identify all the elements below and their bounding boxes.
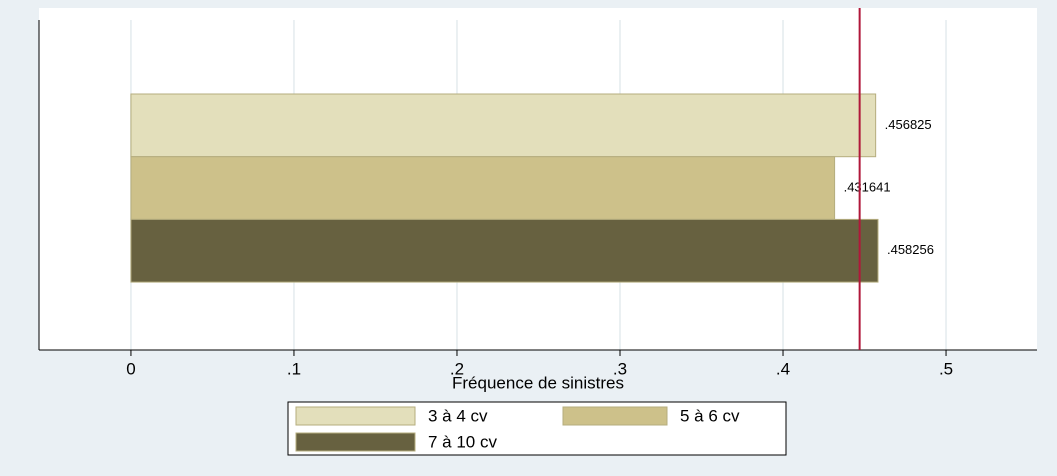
x-tick-label: .3 — [613, 359, 627, 378]
x-tick-label: 0 — [126, 359, 135, 378]
legend-swatch — [295, 432, 416, 452]
bar — [130, 218, 879, 283]
legend-label: 7 à 10 cv — [428, 432, 497, 451]
legend-swatch — [562, 406, 668, 426]
value-label: .431641 — [844, 179, 891, 194]
x-tick-label: .2 — [450, 359, 464, 378]
x-tick-label: .4 — [776, 359, 790, 378]
legend-label: 5 à 6 cv — [680, 406, 740, 425]
value-label: .456825 — [885, 117, 932, 132]
bar — [130, 93, 877, 158]
value-label: .458256 — [887, 242, 934, 257]
legend-swatch — [295, 406, 416, 426]
x-tick-label: .1 — [287, 359, 301, 378]
x-tick-label: .5 — [939, 359, 953, 378]
bar — [130, 156, 836, 220]
x-axis-title: Fréquence de sinistres — [452, 373, 624, 392]
legend-label: 3 à 4 cv — [428, 406, 488, 425]
